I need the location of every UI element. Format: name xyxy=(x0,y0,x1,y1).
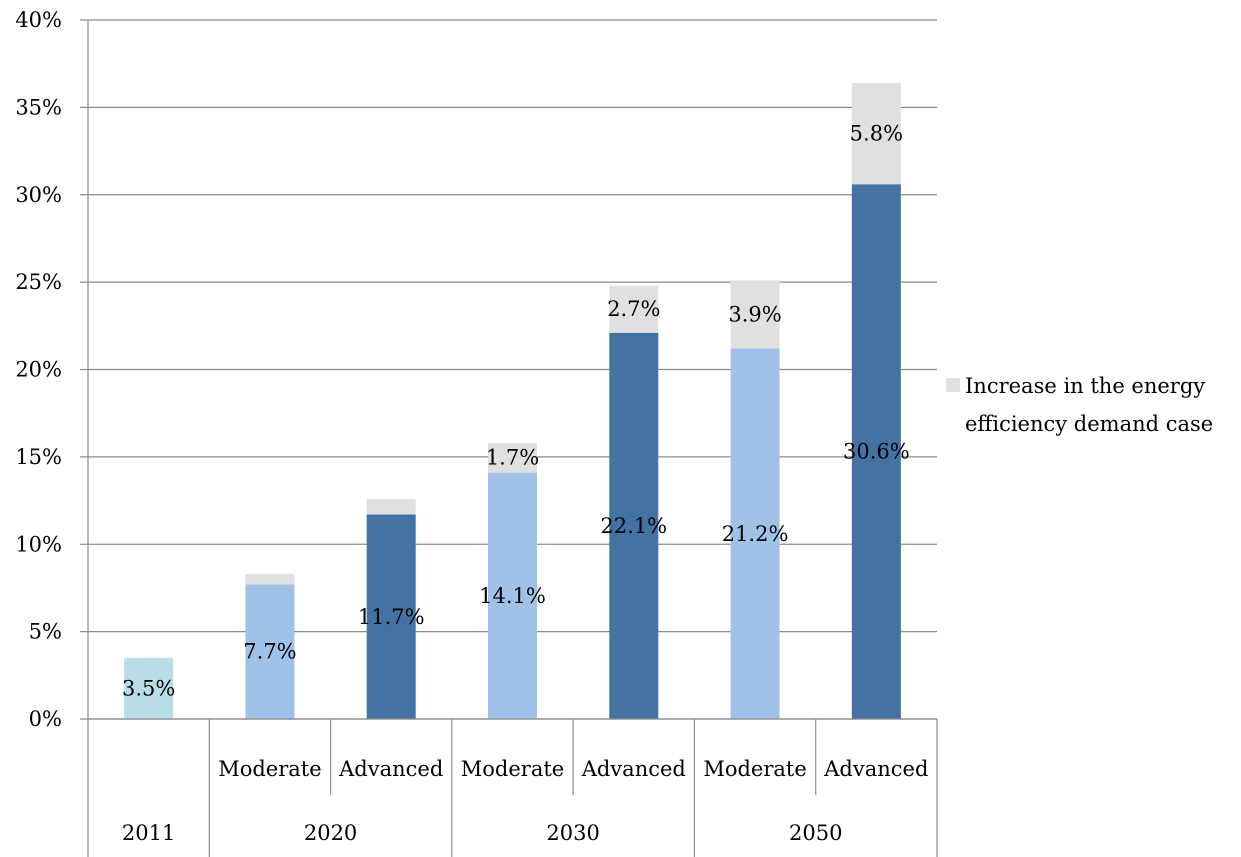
bar-segment-base xyxy=(730,348,780,719)
legend: Increase in the energy efficiency demand… xyxy=(946,374,1213,436)
category-label: Advanced xyxy=(581,757,686,781)
axes xyxy=(80,19,938,857)
bar-segment-base xyxy=(609,332,659,719)
group-label: 2050 xyxy=(789,821,842,845)
bar-segment-increase xyxy=(488,442,537,473)
bar-segment-base xyxy=(488,472,537,719)
y-tick-label: 5% xyxy=(29,620,62,644)
y-axis-tick-labels: 0% 5% 10% 15% 20% 25% 30% 35% 40% xyxy=(15,8,62,731)
group-label: 2020 xyxy=(304,821,357,845)
bar-segment-base xyxy=(245,584,295,719)
bar-segment-base xyxy=(124,657,174,719)
category-label: Moderate xyxy=(461,757,564,781)
data-label-increase: 3.9% xyxy=(728,302,781,326)
y-tick-label: 15% xyxy=(15,445,62,469)
data-label-base: 14.1% xyxy=(479,584,546,608)
y-tick-label: 10% xyxy=(15,532,62,556)
legend-label-line-1: Increase in the energy xyxy=(965,374,1205,398)
y-tick-label: 0% xyxy=(29,707,62,731)
data-label-base: 30.6% xyxy=(843,440,910,464)
bar-segment-increase xyxy=(851,82,901,185)
legend-swatch xyxy=(946,378,960,392)
y-tick-label: 30% xyxy=(15,183,62,207)
data-label-increase: 2.7% xyxy=(607,297,660,321)
category-label: Advanced xyxy=(338,757,443,781)
y-tick-label: 35% xyxy=(15,95,62,119)
category-label: Advanced xyxy=(823,757,928,781)
data-label-increase: 1.7% xyxy=(486,446,539,470)
data-label-base: 22.1% xyxy=(600,514,667,538)
data-label-base: 11.7% xyxy=(358,605,425,629)
group-label: 2011 xyxy=(122,821,175,845)
group-label: 2030 xyxy=(546,821,599,845)
bars xyxy=(124,82,901,719)
data-label-increase: 5.8% xyxy=(850,122,903,146)
bar-segment-increase xyxy=(245,573,295,585)
y-tick-label: 40% xyxy=(15,8,62,32)
y-tick-label: 20% xyxy=(15,358,62,382)
bar-segment-increase xyxy=(366,498,416,515)
x-axis-category-labels: Moderate Advanced Moderate Advanced Moderate… xyxy=(122,757,929,845)
category-label: Moderate xyxy=(703,757,806,781)
category-label: Moderate xyxy=(218,757,321,781)
data-labels: 3.5% 7.7% 11.7% 14.1% 1.7% 22.1% 2.7% 21.2% 3.9%… xyxy=(122,122,910,701)
data-label-base: 21.2% xyxy=(722,522,789,546)
bar-segment-increase xyxy=(609,285,659,333)
bar-segment-increase xyxy=(730,280,780,349)
legend-label-line-2: efficiency demand case xyxy=(965,412,1213,436)
data-label-base: 7.7% xyxy=(243,640,296,664)
data-label-base: 3.5% xyxy=(122,676,175,700)
bar-segment-base xyxy=(366,514,416,719)
gridlines xyxy=(88,19,937,720)
y-tick-label: 25% xyxy=(15,270,62,294)
bar-segment-base xyxy=(851,184,901,719)
